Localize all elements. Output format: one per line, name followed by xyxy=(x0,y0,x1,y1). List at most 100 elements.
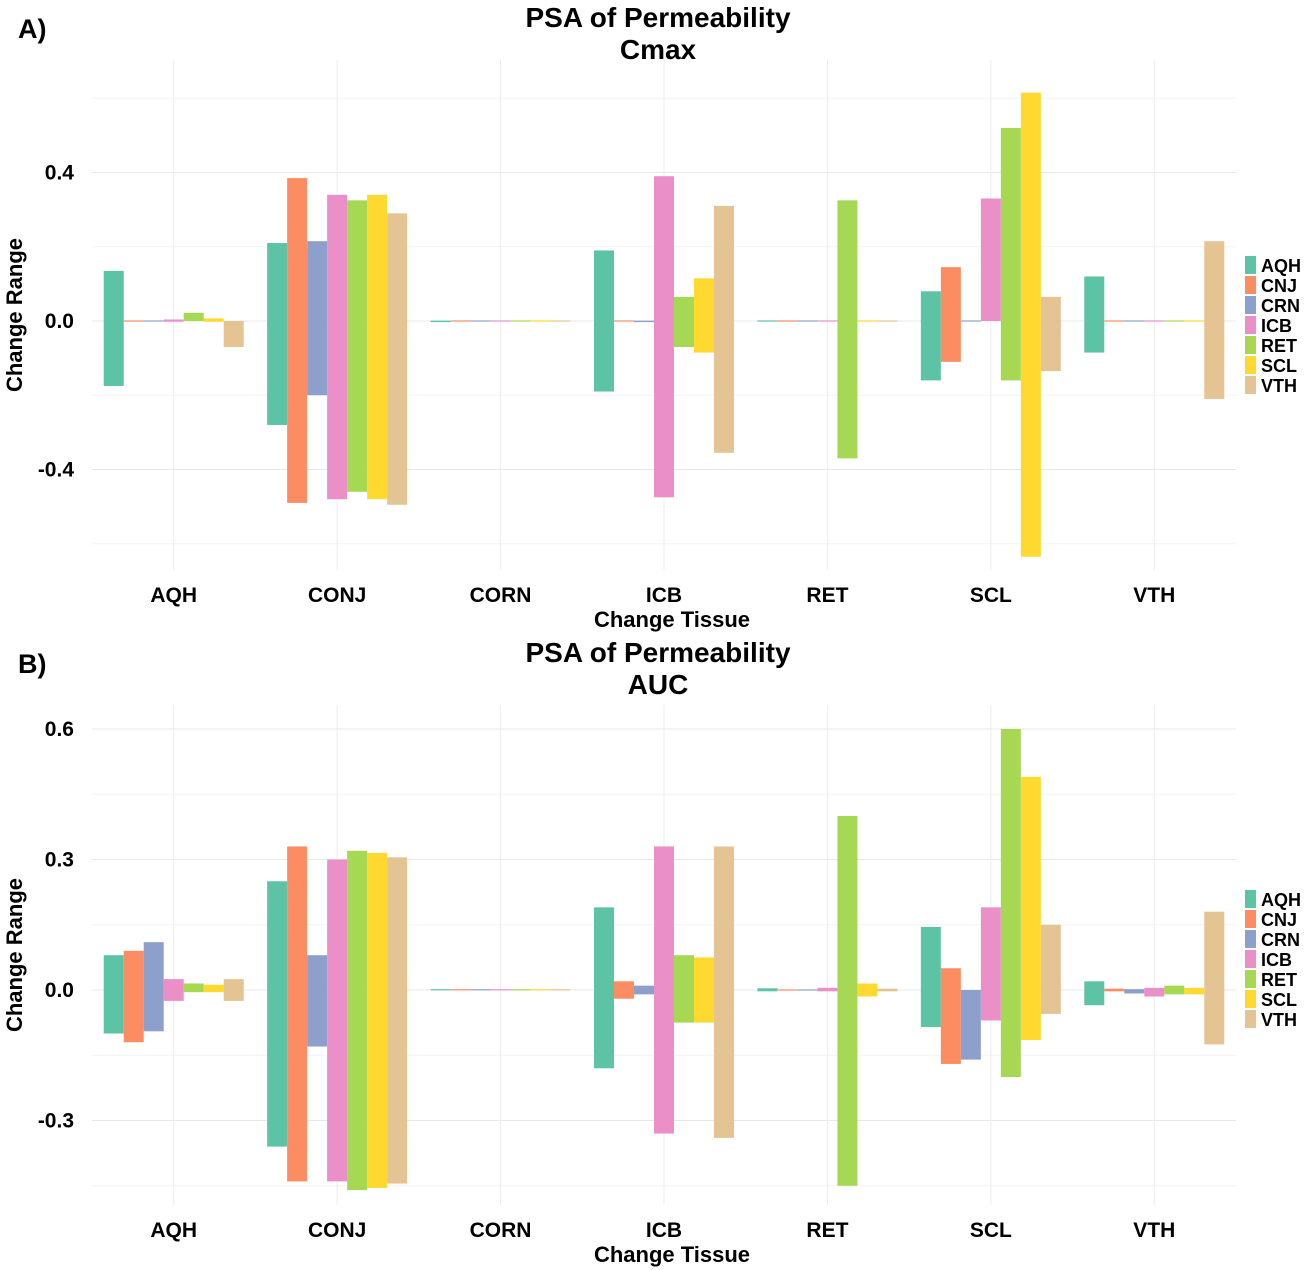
bar-ret-corn xyxy=(510,989,531,991)
bar-aqh-aqh xyxy=(103,955,124,1034)
chart-title-line1: PSA of Permeability xyxy=(525,637,791,668)
legend-swatch-aqh xyxy=(1245,256,1256,274)
bar-crn-ret xyxy=(797,320,818,322)
bar-scl-conj xyxy=(367,852,388,1188)
x-tick-label: SCL xyxy=(970,584,1012,607)
y-tick-label: 0.0 xyxy=(45,310,74,333)
x-axis-title: Change Tissue xyxy=(594,1242,750,1267)
x-tick-label: RET xyxy=(806,584,848,607)
bar-cnj-ret xyxy=(777,320,798,322)
legend-label-crn: CRN xyxy=(1261,296,1300,316)
x-tick-label: SCL xyxy=(970,1219,1012,1242)
legend-swatch-vth xyxy=(1245,376,1256,394)
bar-icb-scl xyxy=(980,198,1001,321)
bar-aqh-ret xyxy=(757,320,778,322)
legend-swatch-aqh xyxy=(1245,890,1256,908)
bar-ret-vth xyxy=(1164,320,1185,322)
legend-label-crn: CRN xyxy=(1261,930,1300,950)
chart-subtitle: AUC xyxy=(627,669,689,700)
bar-aqh-corn xyxy=(430,989,451,991)
y-tick-label: 0.4 xyxy=(45,162,75,185)
legend-label-vth: VTH xyxy=(1261,1010,1297,1030)
bar-cnj-scl xyxy=(940,267,961,362)
bar-scl-ret xyxy=(857,320,878,322)
bar-aqh-icb xyxy=(594,907,614,1069)
bar-ret-aqh xyxy=(183,312,204,321)
bar-crn-corn xyxy=(470,320,491,322)
legend-swatch-icb xyxy=(1245,950,1256,968)
legend-label-scl: SCL xyxy=(1261,990,1297,1010)
bar-ret-corn xyxy=(510,320,531,322)
bar-cnj-vth xyxy=(1104,988,1125,992)
legend-swatch-ret xyxy=(1245,970,1256,988)
y-tick-label: 0.3 xyxy=(45,849,74,872)
bar-aqh-vth xyxy=(1084,981,1105,1006)
bar-icb-ret xyxy=(817,987,838,992)
bar-cnj-corn xyxy=(450,989,471,991)
bar-ret-conj xyxy=(347,850,368,1191)
legend-label-cnj: CNJ xyxy=(1261,276,1297,296)
chart-subtitle: Cmax xyxy=(619,34,697,65)
x-axis-title: Change Tissue xyxy=(594,607,750,632)
bar-icb-vth xyxy=(1144,987,1165,997)
bar-vth-icb xyxy=(714,205,734,453)
legend-swatch-cnj xyxy=(1245,910,1256,928)
bar-ret-ret xyxy=(837,816,858,1186)
bars xyxy=(103,729,1225,1191)
bar-aqh-conj xyxy=(267,881,288,1147)
x-tick-label: AQH xyxy=(150,584,197,607)
bar-cnj-vth xyxy=(1104,320,1125,322)
bar-vth-corn xyxy=(550,320,571,322)
legend-label-icb: ICB xyxy=(1261,316,1292,336)
bar-crn-corn xyxy=(470,989,491,991)
bar-cnj-scl xyxy=(940,968,961,1064)
bar-icb-corn xyxy=(490,989,511,991)
bar-vth-scl xyxy=(1040,924,1061,1014)
legend-label-icb: ICB xyxy=(1261,950,1292,970)
bar-vth-scl xyxy=(1040,296,1061,372)
bar-icb-aqh xyxy=(163,319,184,322)
bar-scl-vth xyxy=(1184,987,1205,995)
bar-crn-conj xyxy=(307,955,328,1047)
bar-icb-corn xyxy=(490,320,511,322)
legend-label-scl: SCL xyxy=(1261,356,1297,376)
bar-crn-vth xyxy=(1124,320,1145,322)
bar-vth-conj xyxy=(387,857,408,1184)
x-tick-label: ICB xyxy=(646,584,682,607)
bar-icb-ret xyxy=(817,320,838,322)
bar-crn-icb xyxy=(634,985,654,995)
bar-scl-corn xyxy=(530,320,551,322)
x-tick-label: VTH xyxy=(1133,584,1175,607)
bar-ret-icb xyxy=(674,296,694,347)
bar-vth-ret xyxy=(877,320,898,322)
panel-label: B) xyxy=(18,649,47,679)
bar-cnj-ret xyxy=(777,989,798,991)
bar-ret-scl xyxy=(1000,127,1021,381)
bar-vth-icb xyxy=(714,846,734,1138)
bar-scl-aqh xyxy=(203,984,224,993)
x-tick-label: ICB xyxy=(646,1219,682,1242)
bar-crn-aqh xyxy=(143,942,164,1032)
bar-crn-scl xyxy=(960,320,981,322)
bar-icb-icb xyxy=(654,176,674,498)
x-tick-label: CORN xyxy=(470,584,532,607)
x-tick-label: CORN xyxy=(470,1219,532,1242)
y-tick-label: 0.0 xyxy=(45,979,74,1002)
bar-icb-conj xyxy=(327,194,348,500)
bar-aqh-conj xyxy=(267,243,288,425)
legend-label-ret: RET xyxy=(1261,970,1297,990)
y-tick-label: -0.3 xyxy=(38,1110,74,1133)
legend-swatch-scl xyxy=(1245,356,1256,374)
bar-cnj-conj xyxy=(287,846,308,1182)
bar-aqh-aqh xyxy=(103,270,124,386)
legend-swatch-icb xyxy=(1245,316,1256,334)
bar-scl-icb xyxy=(694,278,714,353)
legend-swatch-scl xyxy=(1245,990,1256,1008)
bar-aqh-vth xyxy=(1084,276,1105,353)
bar-aqh-scl xyxy=(920,926,941,1027)
bar-crn-vth xyxy=(1124,989,1145,994)
bar-scl-conj xyxy=(367,194,388,500)
bar-crn-conj xyxy=(307,241,328,396)
